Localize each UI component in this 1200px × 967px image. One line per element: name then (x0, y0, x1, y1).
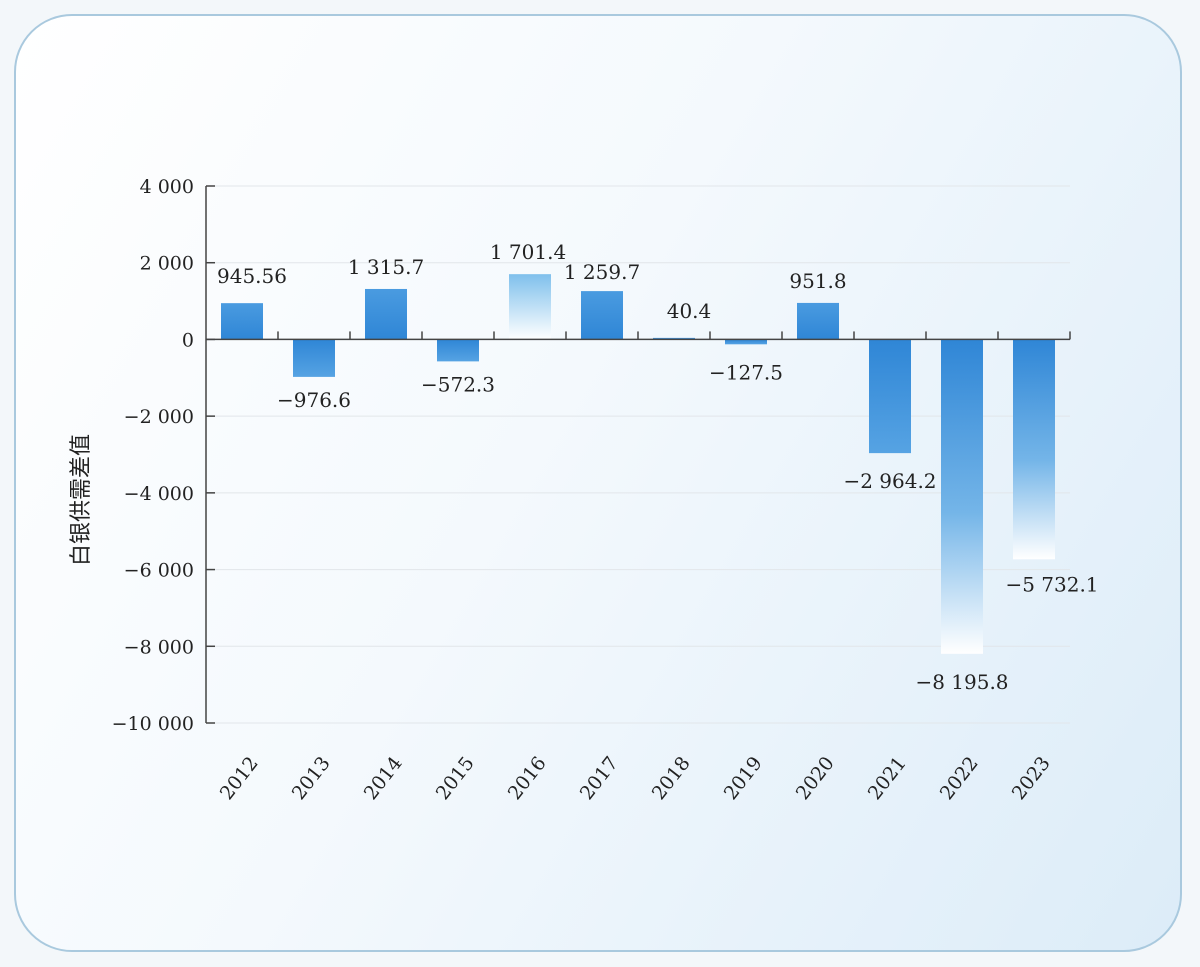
data-label-2019: −127.5 (709, 360, 783, 384)
data-labels: 945.56 −976.6 1 315.7 −572.3 1 701.41 259.7 4… (217, 240, 1099, 694)
data-label-2015: −572.3 (421, 372, 495, 396)
x-tick-label: 2012 (216, 752, 263, 804)
x-tick-label: 2022 (936, 752, 983, 804)
y-tick-label: −10 000 (112, 713, 194, 735)
bar-2017 (581, 291, 623, 340)
y-tick-label: −2 000 (124, 406, 194, 428)
data-label-2020: 951.8 (789, 269, 846, 293)
y-tick-label: −6 000 (124, 560, 194, 582)
x-tick-label: 2020 (792, 752, 839, 804)
y-tick-label: 4 000 (140, 176, 194, 198)
bar-2012 (221, 303, 263, 340)
data-label-2021: −2 964.2 (843, 469, 936, 493)
bar-2020 (797, 302, 839, 340)
y-axis-title: 白银供需差值 (69, 434, 94, 566)
x-tick-label: 2023 (1008, 752, 1055, 804)
bar-2018 (653, 337, 695, 340)
bar-2019 (725, 339, 767, 345)
x-tick-label: 2017 (576, 752, 623, 804)
y-tick-label: −4 000 (124, 483, 194, 505)
x-tick-label: 2019 (720, 752, 767, 804)
data-label-2016: 1 701.4 (490, 240, 566, 264)
y-tick-label: 2 000 (140, 253, 194, 275)
data-label-2012: 945.56 (217, 264, 287, 288)
y-tick-label: −8 000 (124, 636, 194, 658)
bars (221, 274, 1055, 654)
bar-2021 (869, 339, 911, 454)
x-tick-label: 2013 (288, 752, 335, 804)
y-tick-label: 0 (182, 329, 194, 351)
x-tick-label: 2021 (864, 752, 911, 804)
x-tick-label: 2015 (432, 752, 479, 804)
bar-2014 (365, 288, 407, 340)
grid-lines (206, 185, 1070, 724)
x-tick-label: 2014 (360, 752, 407, 804)
bar-2023 (1013, 339, 1055, 560)
data-label-2014: 1 315.7 (348, 255, 424, 279)
bar-2016 (509, 274, 551, 340)
data-label-2018: 40.4 (667, 299, 712, 323)
bar-2015 (437, 339, 479, 362)
data-label-2022: −8 195.8 (915, 670, 1008, 694)
x-tick-label: 2018 (648, 752, 695, 804)
x-tick-label: 2016 (504, 752, 551, 804)
data-label-2013: −976.6 (277, 388, 351, 412)
bar-2022 (941, 339, 983, 654)
data-label-2023: −5 732.1 (1005, 572, 1098, 596)
data-label-2017: 1 259.7 (564, 260, 640, 284)
bar-2013 (293, 339, 335, 377)
chart-card (14, 14, 1182, 952)
